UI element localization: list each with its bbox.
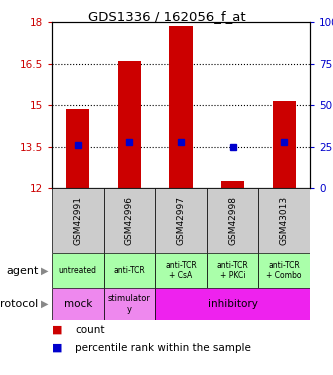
- Text: anti-TCR
+ PKCi: anti-TCR + PKCi: [217, 261, 248, 280]
- Text: GSM42991: GSM42991: [73, 196, 82, 245]
- Text: anti-TCR: anti-TCR: [114, 266, 145, 275]
- Bar: [155, 288, 310, 320]
- Text: anti-TCR
+ CsA: anti-TCR + CsA: [165, 261, 197, 280]
- Text: mock: mock: [64, 299, 92, 309]
- Bar: [104, 288, 155, 320]
- Text: GSM42996: GSM42996: [125, 196, 134, 245]
- Text: GSM42997: GSM42997: [176, 196, 185, 245]
- Text: inhibitory: inhibitory: [208, 299, 257, 309]
- Bar: [207, 253, 258, 288]
- Text: ▶: ▶: [41, 266, 49, 276]
- Bar: [52, 253, 104, 288]
- Bar: [169, 26, 192, 188]
- Bar: [52, 188, 104, 253]
- Text: anti-TCR
+ Combo: anti-TCR + Combo: [266, 261, 302, 280]
- Bar: [155, 253, 207, 288]
- Text: percentile rank within the sample: percentile rank within the sample: [75, 343, 251, 353]
- Text: ▶: ▶: [41, 299, 49, 309]
- Text: untreated: untreated: [59, 266, 97, 275]
- Bar: [258, 253, 310, 288]
- Text: count: count: [75, 325, 105, 335]
- Text: stimulator
y: stimulator y: [108, 294, 151, 314]
- Bar: [155, 188, 207, 253]
- Text: protocol: protocol: [0, 299, 39, 309]
- Text: GDS1336 / 162056_f_at: GDS1336 / 162056_f_at: [88, 10, 245, 23]
- Text: GSM43013: GSM43013: [280, 196, 289, 245]
- Bar: [118, 61, 141, 188]
- Bar: [258, 188, 310, 253]
- Bar: [104, 253, 155, 288]
- Bar: [66, 109, 89, 188]
- Bar: [52, 288, 104, 320]
- Bar: [221, 181, 244, 188]
- Text: agent: agent: [6, 266, 39, 276]
- Bar: [273, 101, 296, 188]
- Text: ■: ■: [52, 325, 63, 335]
- Bar: [104, 188, 155, 253]
- Text: GSM42998: GSM42998: [228, 196, 237, 245]
- Text: ■: ■: [52, 343, 63, 353]
- Bar: [207, 188, 258, 253]
